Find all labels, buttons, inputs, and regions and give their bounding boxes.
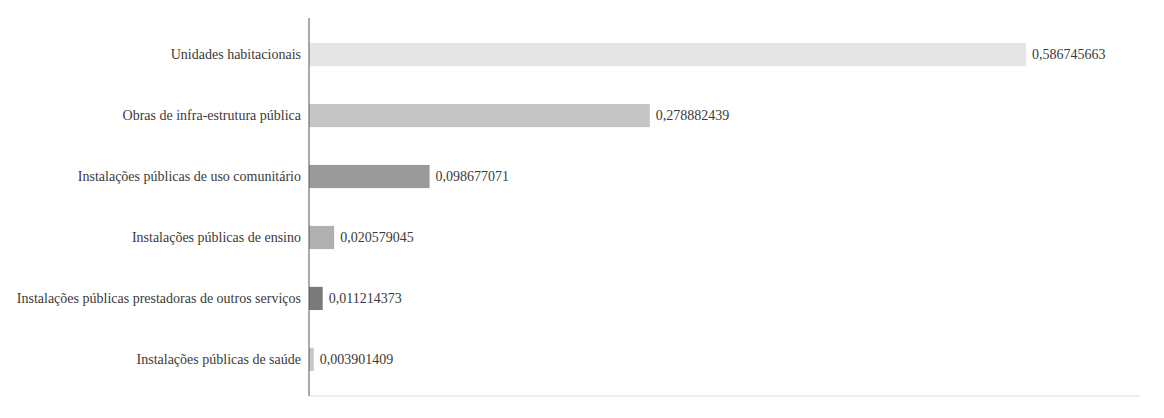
bar <box>309 165 430 188</box>
y-tick-label: Unidades habitacionais <box>171 47 301 62</box>
data-label: 0,011214373 <box>329 291 402 306</box>
data-label: 0,098677071 <box>436 169 510 184</box>
data-label: 0,278882439 <box>656 108 730 123</box>
bar <box>309 226 334 249</box>
y-tick-label: Instalações públicas de saúde <box>137 352 301 367</box>
y-tick-label: Obras de infra-estrutura pública <box>123 108 302 123</box>
y-tick-label: Instalações públicas prestadoras de outr… <box>17 291 301 306</box>
y-axis-line <box>309 18 310 396</box>
data-label: 0,586745663 <box>1032 47 1106 62</box>
y-tick-label: Instalações públicas de uso comunitário <box>78 169 301 184</box>
data-label: 0,003901409 <box>320 352 394 367</box>
x-axis-line <box>309 396 1140 397</box>
bar <box>309 287 323 310</box>
chart: Instalações públicas de saúde Instalações… <box>0 0 1164 418</box>
bar <box>309 348 314 371</box>
data-label: 0,020579045 <box>340 230 414 245</box>
bar <box>309 43 1026 66</box>
y-tick-label: Instalações públicas de ensino <box>132 230 301 245</box>
plot-area <box>309 43 1026 371</box>
bar <box>309 104 650 127</box>
